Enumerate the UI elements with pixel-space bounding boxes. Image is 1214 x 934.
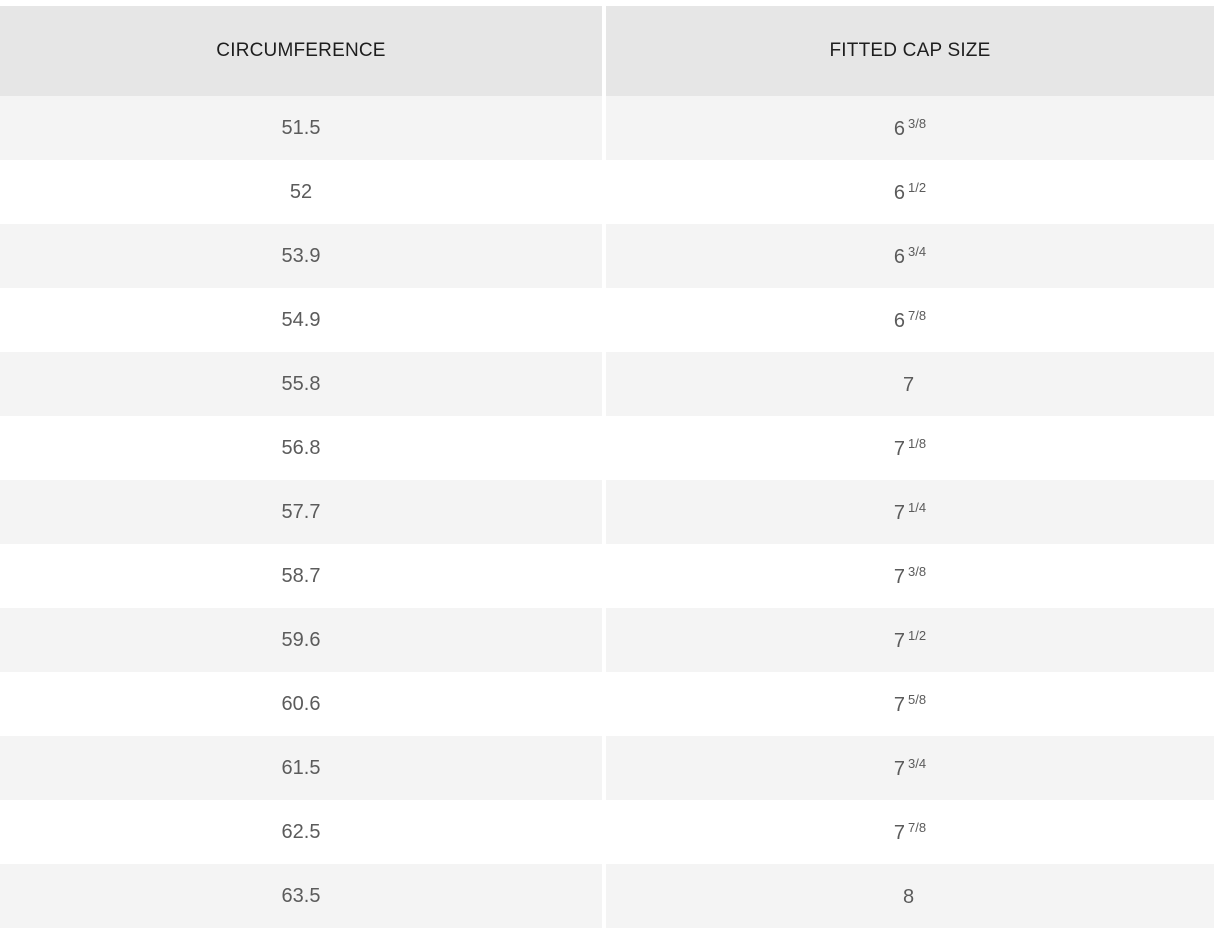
cap-size-fraction: 1/8 [908, 435, 927, 451]
circumference-cell: 52 [0, 160, 606, 224]
cap-size-whole: 7 [893, 629, 906, 652]
table-row: 54.9 6 7/8 [0, 288, 1214, 352]
circumference-cell: 51.5 [0, 96, 606, 160]
circumference-cell: 62.5 [0, 800, 606, 864]
circumference-cell: 61.5 [0, 736, 606, 800]
table-header-row: CIRCUMFERENCE FITTED CAP SIZE [0, 6, 1214, 96]
cap-size-whole: 7 [893, 821, 906, 844]
cap-size-cell: 6 3/4 [606, 224, 1214, 288]
cap-size-whole: 7 [893, 757, 906, 780]
cap-size-whole: 7 [893, 437, 906, 460]
cap-size-fraction: 3/8 [908, 115, 927, 131]
circumference-cell: 57.7 [0, 480, 606, 544]
circumference-cell: 53.9 [0, 224, 606, 288]
cap-size-fraction: 3/4 [908, 243, 927, 259]
header-fitted-cap-size: FITTED CAP SIZE [606, 6, 1214, 96]
cap-size-fraction: 7/8 [908, 819, 927, 835]
cap-size-whole: 7 [902, 373, 915, 396]
cap-size-cell: 7 [606, 352, 1214, 416]
cap-size-whole: 7 [893, 501, 906, 524]
cap-size-fraction: 3/8 [908, 563, 927, 579]
cap-size-cell: 7 3/4 [606, 736, 1214, 800]
table-row: 53.9 6 3/4 [0, 224, 1214, 288]
table-row: 52 6 1/2 [0, 160, 1214, 224]
cap-size-fraction: 1/2 [908, 179, 927, 195]
cap-size-fraction: 3/4 [908, 755, 927, 771]
cap-size-cell: 7 1/2 [606, 608, 1214, 672]
table-row: 58.7 7 3/8 [0, 544, 1214, 608]
cap-size-whole: 6 [893, 181, 906, 204]
cap-size-fraction: 5/8 [908, 691, 927, 707]
table-row: 62.5 7 7/8 [0, 800, 1214, 864]
table-row: 56.8 7 1/8 [0, 416, 1214, 480]
cap-size-fraction: 1/2 [908, 627, 927, 643]
cap-size-cell: 6 1/2 [606, 160, 1214, 224]
cap-size-cell: 7 3/8 [606, 544, 1214, 608]
cap-size-table: CIRCUMFERENCE FITTED CAP SIZE 51.5 6 3/8 … [0, 6, 1214, 928]
table-row: 59.6 7 1/2 [0, 608, 1214, 672]
cap-size-cell: 7 5/8 [606, 672, 1214, 736]
cap-size-whole: 8 [902, 885, 915, 908]
cap-size-cell: 6 7/8 [606, 288, 1214, 352]
cap-size-whole: 6 [893, 245, 906, 268]
cap-size-cell: 7 7/8 [606, 800, 1214, 864]
circumference-cell: 59.6 [0, 608, 606, 672]
cap-size-cell: 7 1/4 [606, 480, 1214, 544]
cap-size-cell: 6 3/8 [606, 96, 1214, 160]
cap-size-whole: 7 [893, 565, 906, 588]
cap-size-fraction: 1/4 [908, 499, 927, 515]
table-row: 57.7 7 1/4 [0, 480, 1214, 544]
cap-size-whole: 6 [893, 309, 906, 332]
circumference-cell: 56.8 [0, 416, 606, 480]
cap-size-cell: 7 1/8 [606, 416, 1214, 480]
circumference-cell: 58.7 [0, 544, 606, 608]
circumference-cell: 60.6 [0, 672, 606, 736]
circumference-cell: 63.5 [0, 864, 606, 928]
table-row: 63.5 8 [0, 864, 1214, 928]
cap-size-fraction: 7/8 [908, 307, 927, 323]
table-row: 51.5 6 3/8 [0, 96, 1214, 160]
cap-size-whole: 6 [893, 117, 906, 140]
table-row: 61.5 7 3/4 [0, 736, 1214, 800]
table-row: 60.6 7 5/8 [0, 672, 1214, 736]
circumference-cell: 54.9 [0, 288, 606, 352]
circumference-cell: 55.8 [0, 352, 606, 416]
cap-size-cell: 8 [606, 864, 1214, 928]
header-circumference: CIRCUMFERENCE [0, 6, 606, 96]
table-row: 55.8 7 [0, 352, 1214, 416]
cap-size-whole: 7 [893, 693, 906, 716]
